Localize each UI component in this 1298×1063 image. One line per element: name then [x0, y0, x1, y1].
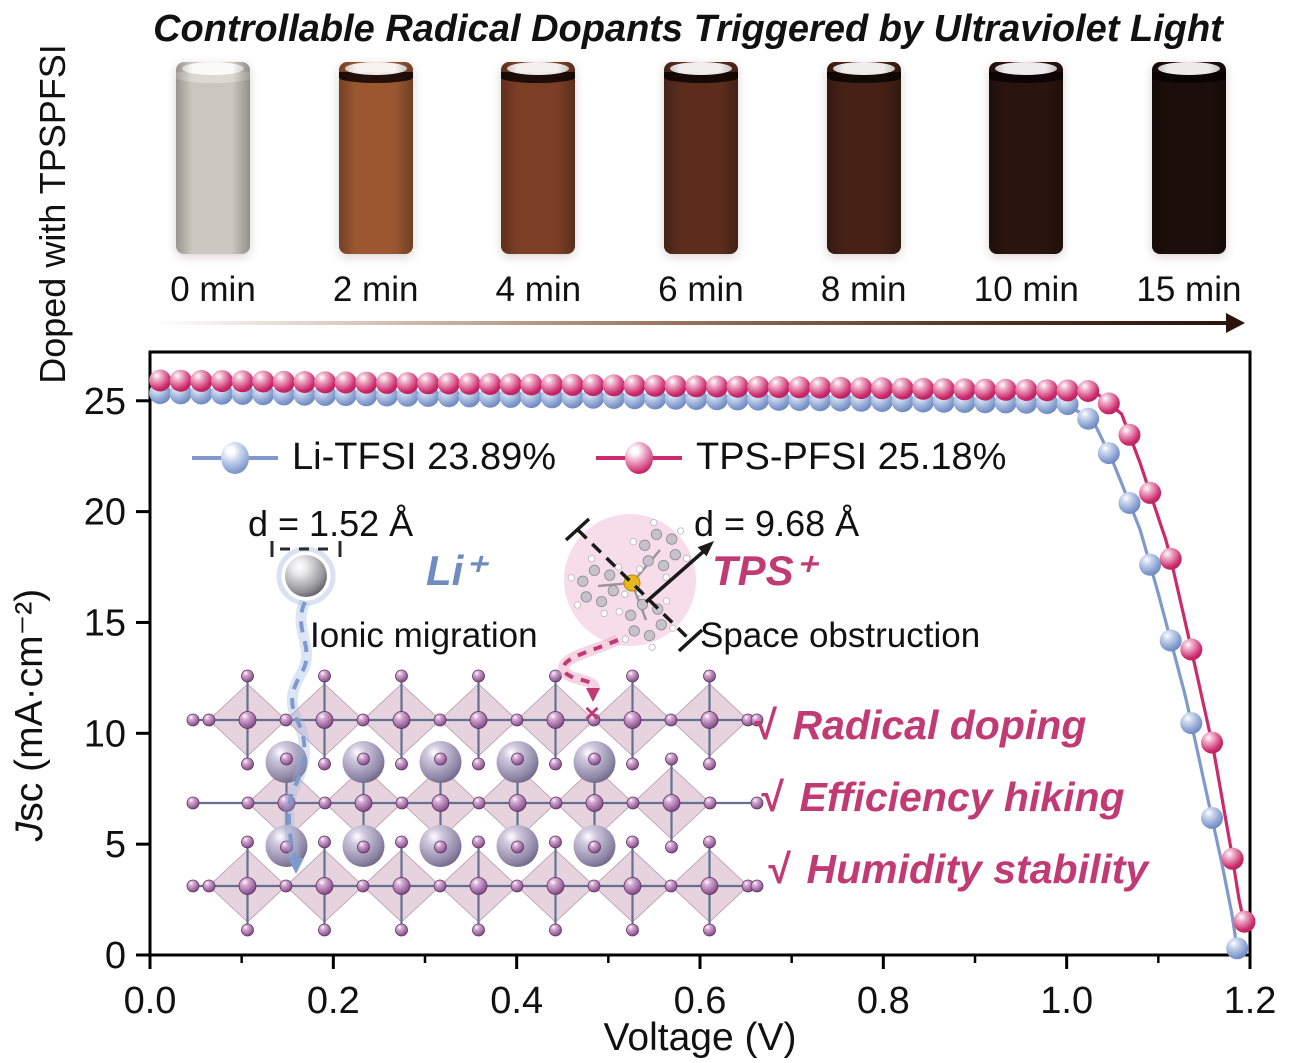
benefits-checklist: √ Radical doping √ Efficiency hiking √ Humidi… [752, 702, 1148, 918]
li-ion-illustration [270, 541, 342, 606]
svg-text:5: 5 [105, 824, 126, 866]
tps-distance-label: d = 9.68 Å [694, 503, 860, 544]
arrow-head-icon [1226, 313, 1245, 333]
svg-text:×: × [584, 698, 599, 728]
check-mark-icon: √ [752, 702, 775, 748]
li-tfsi-marker-icon [192, 441, 278, 475]
cuvette-photo [176, 62, 250, 254]
svg-text:0.6: 0.6 [674, 980, 727, 1022]
series-tps-pfsi [149, 369, 1256, 933]
checklist-label: Efficiency hiking [799, 774, 1125, 820]
uv-time-arrow [152, 313, 1245, 333]
svg-text:20: 20 [84, 492, 126, 534]
li-distance-label: d = 1.52 Å [248, 503, 414, 544]
vial-time-label: 6 min [658, 270, 744, 309]
legend-item-li-tfsi: Li-TFSI 23.89% [192, 436, 556, 479]
perovskite-lattice [186, 669, 764, 937]
svg-text:0: 0 [105, 935, 126, 977]
svg-text:0.0: 0.0 [124, 980, 177, 1022]
svg-text:15: 15 [84, 602, 126, 644]
checklist-item-0: √ Radical doping [752, 702, 1148, 774]
x-axis-label: Voltage (V) [603, 1016, 797, 1059]
cuvette-photo [338, 62, 413, 254]
vial-time-label: 4 min [495, 270, 582, 309]
check-mark-icon: √ [766, 846, 789, 892]
vial-time-label: 2 min [332, 270, 419, 309]
legend-label-li-tfsi: Li-TFSI 23.89% [292, 436, 556, 478]
tps-pfsi-marker-icon [596, 441, 682, 475]
legend-label-tps-pfsi: TPS-PFSI 25.18% [696, 436, 1007, 478]
vial-cell-3: 6 min [636, 62, 766, 310]
svg-text:10: 10 [84, 713, 126, 755]
legend-item-tps-pfsi: TPS-PFSI 25.18% [596, 436, 1006, 479]
vial-time-label: 0 min [170, 270, 256, 309]
vial-cell-0: 0 min [148, 62, 278, 310]
vial-time-label: 8 min [820, 270, 907, 309]
y-axis-label: Jsc (mA·cm⁻²) [7, 405, 53, 1025]
svg-text:25: 25 [84, 381, 126, 423]
vial-time-label: 15 min [1136, 270, 1242, 309]
chart-axes: 0 5 10 15 20 25 0.0 0.2 0.4 0.6 0.8 1.0 1.2 [84, 350, 1277, 1022]
cuvette-photo [989, 62, 1064, 254]
checklist-label: Humidity stability [806, 846, 1149, 892]
chart-legend: Li-TFSI 23.89% TPS-PFSI 25.18% [192, 436, 1006, 479]
checklist-item-2: √ Humidity stability [766, 846, 1148, 918]
svg-text:1.2: 1.2 [1224, 980, 1277, 1022]
vial-photo-row: 0 min 2 min 4 min 6 min 8 min 10 min 15 min [148, 62, 1254, 310]
cuvette-photo [826, 62, 901, 254]
checklist-label: Radical doping [792, 702, 1087, 748]
vial-cell-2: 4 min [473, 62, 603, 310]
li-cation-label: Li⁺ [426, 547, 486, 594]
y-axis-label-unit: sc (mA·cm⁻²) [8, 588, 51, 822]
svg-text:0.2: 0.2 [307, 980, 360, 1022]
vial-cell-1: 2 min [311, 62, 441, 310]
cuvette-photo [501, 62, 576, 254]
li-mechanism-label: Ionic migration [310, 616, 538, 655]
check-mark-icon: √ [759, 774, 782, 820]
tps-mechanism-label: Space obstruction [700, 616, 981, 655]
vial-time-label: 10 min [973, 270, 1079, 309]
cuvette-photo [663, 62, 738, 254]
vial-cell-4: 8 min [799, 62, 929, 310]
checklist-item-1: √ Efficiency hiking [759, 774, 1148, 846]
vial-cell-5: 10 min [961, 62, 1091, 310]
y-axis-label-symbol: J [8, 821, 51, 842]
tps-molecule-illustration [564, 514, 714, 653]
figure-title: Controllable Radical Dopants Triggered b… [153, 8, 1223, 50]
cuvette-photo [1151, 62, 1226, 254]
mechanism-arrows: × [283, 599, 621, 874]
tps-cation-label: TPS⁺ [712, 547, 816, 594]
svg-text:0.8: 0.8 [857, 980, 910, 1022]
svg-text:1.0: 1.0 [1040, 980, 1093, 1022]
vial-cell-6: 15 min [1124, 62, 1254, 310]
svg-text:0.4: 0.4 [490, 980, 543, 1022]
